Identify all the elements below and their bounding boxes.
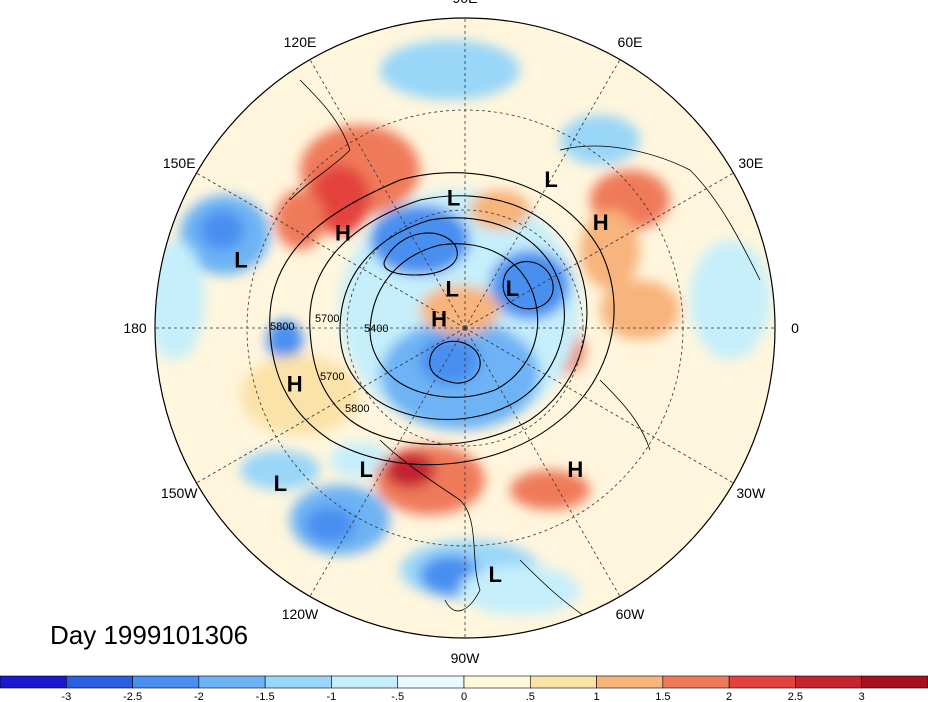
colorbar-tick-label: -.5 (391, 691, 404, 702)
longitude-label: 60W (616, 606, 646, 622)
colorbar-swatch (795, 675, 863, 689)
colorbar-tick-label: -2 (194, 691, 204, 702)
meridian-line (309, 59, 466, 329)
colorbar-tick-label: -3 (61, 691, 71, 702)
longitude-labels: 90E 60E 30E 0 30W 60W 90W 120W 150W 180 150E 120E (123, 0, 799, 666)
high-pressure-label: H (431, 307, 447, 332)
longitude-label: 150W (161, 485, 198, 501)
longitude-label: 30E (738, 155, 763, 171)
map-border (154, 17, 776, 639)
colorbar-swatch (264, 675, 332, 689)
meridian-lines (155, 18, 775, 638)
colorbar-tick-label: 2 (726, 691, 732, 702)
longitude-label: 120E (284, 34, 317, 50)
anomaly-shading (155, 40, 770, 615)
day-label: Day 1999101306 (50, 620, 249, 650)
contour-label: 5700 (315, 313, 339, 325)
anomaly-colorbar: -3 -2.5 -2 -1.5 -1 -.5 0 .5 1 1.5 2 2.5 3 (0, 675, 928, 702)
colorbar-swatch (728, 675, 796, 689)
meridian-line (464, 327, 621, 597)
high-pressure-label: H (335, 221, 351, 246)
longitude-label: 0 (791, 320, 799, 336)
colorbar-swatch (861, 675, 928, 689)
meridian-line (196, 327, 466, 484)
meridian-line (464, 172, 734, 329)
low-pressure-label: L (488, 562, 501, 587)
colorbar-tick-label: .5 (526, 691, 535, 702)
colorbar-tick-label: 3 (859, 691, 865, 702)
colorbar-swatch (198, 675, 266, 689)
colorbar-swatch (662, 675, 730, 689)
colorbar-tick-label: -1 (327, 691, 337, 702)
colorbar-swatch (0, 675, 67, 689)
longitude-label: 120W (282, 606, 319, 622)
contour-label: 5700 (320, 371, 344, 383)
colorbar-tick-label: 1.5 (655, 691, 670, 702)
meridian-line (464, 59, 621, 329)
contour-label: 5400 (364, 323, 388, 335)
colorbar-tick-label: 2.5 (788, 691, 803, 702)
meridian-line (309, 327, 466, 597)
colorbar-tick-label: 1 (594, 691, 600, 702)
colorbar-swatch (463, 675, 531, 689)
meridian-line (196, 172, 466, 329)
low-pressure-label: L (447, 186, 460, 211)
longitude-label: 30W (736, 485, 766, 501)
low-pressure-label: L (359, 457, 372, 482)
high-pressure-label: H (593, 210, 609, 235)
colorbar-swatch (397, 675, 465, 689)
colorbar-tick-label: -1.5 (256, 691, 275, 702)
meridian-line (464, 327, 734, 484)
longitude-label: 150E (163, 155, 196, 171)
low-pressure-label: L (506, 276, 519, 301)
colorbar-swatch (596, 675, 664, 689)
low-pressure-label: L (274, 471, 287, 496)
longitude-label: 90W (451, 650, 481, 666)
coastlines (289, 79, 761, 621)
contour-label: 5800 (270, 321, 294, 333)
colorbar-tick-label: -2.5 (123, 691, 142, 702)
low-pressure-label: L (234, 248, 247, 273)
contour-label: 5800 (345, 403, 369, 415)
colorbar-swatch (65, 675, 133, 689)
colorbar-swatch (132, 675, 200, 689)
low-pressure-label: L (544, 167, 557, 192)
colorbar-swatch (331, 675, 399, 689)
high-pressure-label: H (287, 371, 303, 396)
longitude-label: 90E (453, 0, 478, 6)
high-pressure-label: H (567, 457, 583, 482)
longitude-label: 60E (618, 34, 643, 50)
low-pressure-label: L (445, 277, 458, 302)
colorbar-tick-label: 0 (461, 691, 467, 702)
polar-stereographic-map: 90E 60E 30E 0 30W 60W 90W 120W 150W 180 150E 120E 5… (123, 0, 799, 666)
longitude-label: 180 (123, 320, 147, 336)
colorbar-swatch (529, 675, 597, 689)
